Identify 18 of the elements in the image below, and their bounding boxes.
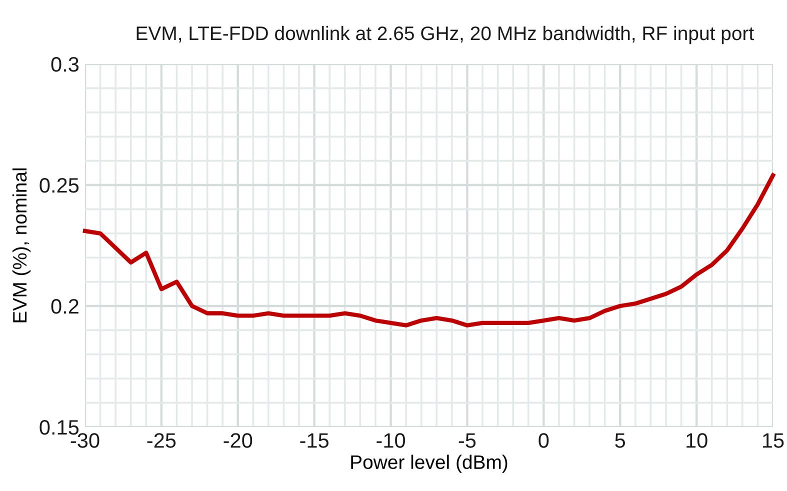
y-tick-label: 0.2 xyxy=(51,299,78,314)
x-tick-label: -30 xyxy=(70,433,100,448)
x-tick-label: 5 xyxy=(615,433,626,448)
x-tick-label: -15 xyxy=(300,433,329,448)
chart-title: EVM, LTE-FDD downlink at 2.65 GHz, 20 MHz bandwidth, RF input port xyxy=(136,26,754,44)
y-tick-label: 0.3 xyxy=(51,57,79,72)
x-tick-label: -5 xyxy=(458,433,476,448)
x-tick-label: 10 xyxy=(686,433,708,448)
line-series xyxy=(82,173,776,328)
x-tick-label: 0 xyxy=(538,433,549,448)
x-tick-label: -20 xyxy=(224,433,252,448)
y-tick-label: 0.25 xyxy=(40,178,79,193)
x-tick-label: -25 xyxy=(147,433,176,448)
y-tick-label: 0.15 xyxy=(40,420,79,435)
x-tick-label: -10 xyxy=(376,433,406,448)
x-tick-label: 15 xyxy=(763,433,784,448)
y-axis-title: EVM (%), nominal xyxy=(12,168,31,322)
x-axis-title: Power level (dBm) xyxy=(351,454,508,473)
